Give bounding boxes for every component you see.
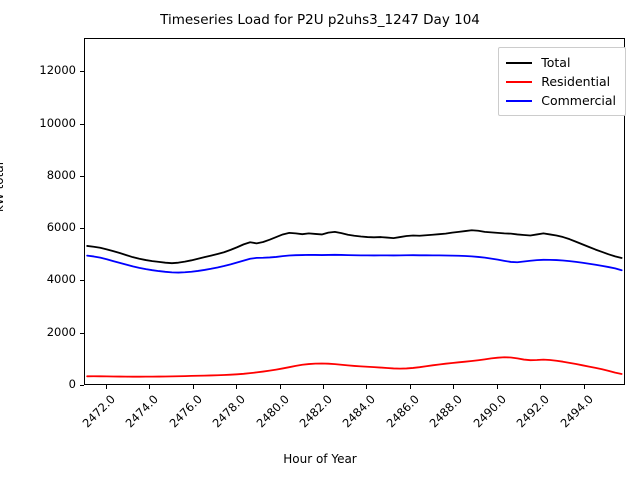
- y-tick-mark: [80, 280, 84, 281]
- y-tick-mark: [80, 124, 84, 125]
- x-tick-mark: [106, 385, 107, 389]
- chart-legend: Total Residential Commercial: [498, 47, 626, 116]
- y-tick-mark: [80, 71, 84, 72]
- y-tick-mark: [80, 385, 84, 386]
- x-tick-mark: [236, 385, 237, 389]
- x-axis-label: Hour of Year: [283, 452, 357, 466]
- series-line-commercial: [86, 253, 623, 274]
- legend-item: Total: [506, 53, 616, 72]
- legend-line-swatch: [506, 99, 533, 102]
- y-tick-label: 8000: [46, 167, 76, 182]
- y-tick-label: 2000: [46, 324, 76, 339]
- y-tick-label: 12000: [39, 63, 76, 78]
- series-line-total: [86, 229, 623, 265]
- legend-label: Residential: [541, 74, 611, 89]
- x-tick-mark: [540, 385, 541, 389]
- plot-lines: [86, 229, 623, 378]
- x-tick-mark: [193, 385, 194, 389]
- x-tick-mark: [410, 385, 411, 389]
- plot-area: [84, 38, 625, 385]
- y-tick-mark: [80, 228, 84, 229]
- chart-title: Timeseries Load for P2U p2uhs3_1247 Day …: [160, 12, 480, 28]
- x-tick-mark: [366, 385, 367, 389]
- x-tick-mark: [453, 385, 454, 389]
- legend-item: Commercial: [506, 91, 616, 110]
- x-tick-mark: [584, 385, 585, 389]
- x-tick-mark: [497, 385, 498, 389]
- series-line-residential: [86, 356, 623, 378]
- legend-line-swatch: [506, 80, 533, 83]
- legend-label: Commercial: [541, 93, 616, 108]
- legend-item: Residential: [506, 72, 616, 91]
- y-tick-label: 6000: [46, 220, 76, 235]
- y-tick-label: 4000: [46, 272, 76, 287]
- legend-line-swatch: [506, 61, 533, 64]
- x-tick-mark: [149, 385, 150, 389]
- x-tick-mark: [323, 385, 324, 389]
- y-tick-mark: [80, 333, 84, 334]
- x-tick-mark: [280, 385, 281, 389]
- y-tick-label: 10000: [39, 115, 76, 130]
- y-axis-label: kW total: [0, 161, 7, 213]
- y-tick-label: 0: [68, 377, 76, 391]
- legend-label: Total: [541, 55, 571, 70]
- y-tick-mark: [80, 176, 84, 177]
